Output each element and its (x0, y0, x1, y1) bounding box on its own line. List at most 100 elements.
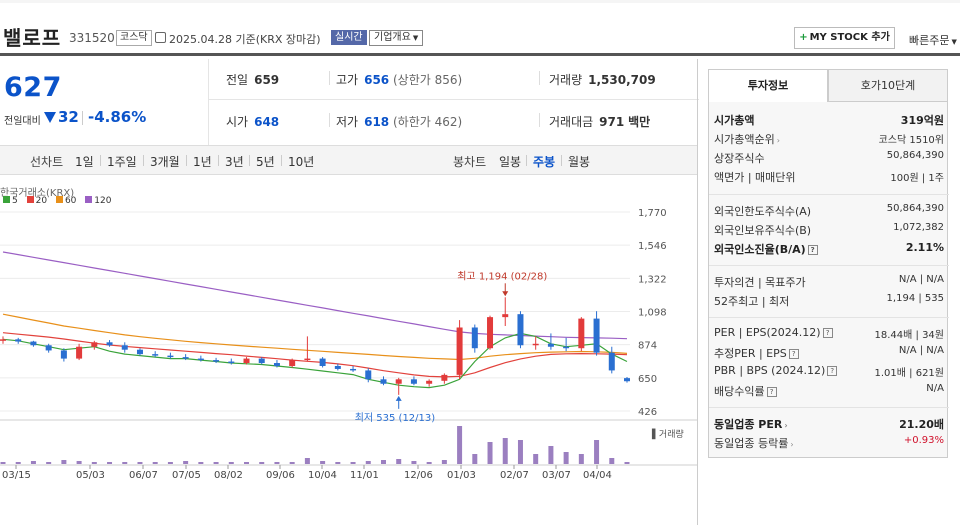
base-date: 2025.04.28 기준(KRX 장마감) (169, 33, 321, 46)
candle-body (441, 374, 448, 381)
candle-body (563, 346, 570, 349)
row-value: 50,864,390 (886, 150, 944, 161)
period-1y[interactable]: 1년 (193, 155, 212, 169)
candle-chart-label[interactable]: 봉차트 (453, 155, 487, 169)
period-10y[interactable]: 10년 (288, 155, 315, 169)
row-market-cap: 시가총액 319억원 (714, 112, 944, 130)
row-shares: 상장주식수 50,864,390 (714, 150, 944, 168)
volume-bar (137, 462, 143, 464)
candle-body (182, 357, 189, 359)
candle-body (547, 343, 554, 347)
chevron-right-icon: › (776, 136, 780, 145)
candle-body (228, 361, 235, 364)
candle-body (319, 358, 326, 366)
help-icon[interactable]: ? (807, 245, 818, 255)
volume-bar (46, 462, 52, 464)
row-value: N/A | N/A (898, 345, 944, 356)
realtime-button[interactable]: 실시간 (331, 30, 367, 45)
volume-bar (365, 461, 371, 464)
price-change: 32 (58, 108, 79, 126)
period-3m[interactable]: 3개월 (150, 155, 180, 169)
volume-bar (396, 459, 402, 464)
volume-bar (487, 442, 493, 464)
row-value: 1.01배 | 621원 (874, 368, 944, 379)
stat-prev: 전일 659 (226, 71, 279, 88)
stat-label: 전일 (226, 73, 249, 87)
candle-body (106, 342, 113, 346)
mystock-add-button[interactable]: + MY STOCK 추가 (794, 27, 895, 49)
candle-body (213, 360, 220, 362)
candle-weekly[interactable]: 주봉 (533, 155, 556, 169)
period-3y[interactable]: 3년 (225, 155, 244, 169)
volume-bar (122, 462, 128, 464)
y-tick-label: 1,322 (638, 274, 667, 285)
help-icon[interactable]: ? (827, 366, 838, 376)
stat-volume: 거래량 1,530,709 (549, 71, 656, 88)
ma-line-5 (2, 332, 628, 389)
stat-label: 거래대금 (549, 115, 594, 129)
candle-body (502, 314, 509, 318)
x-tick-label: 02/07 (500, 470, 529, 481)
candle-body (410, 379, 417, 384)
row-52week: 52주최고 | 최저 1,194 | 535 (714, 293, 944, 311)
help-icon[interactable]: ? (822, 328, 833, 338)
row-value: 코스닥 1510위 (878, 135, 944, 146)
volume-bar (228, 462, 234, 464)
line-chart-label[interactable]: 선차트 (30, 155, 64, 169)
help-icon[interactable]: ? (766, 387, 777, 397)
row-foreign-ratio: 외국인소진율(B/A)? 2.11% (714, 241, 944, 259)
chevron-down-icon: ▼ (951, 38, 957, 46)
stock-header: 밸로프 331520 코스닥 2025.04.28 기준(KRX 장마감) 실시… (0, 20, 960, 56)
row-industry-rate[interactable]: 동일업종 등락률 › +0.93% (714, 435, 944, 453)
chevron-down-icon: ▼ (412, 34, 419, 42)
content-divider (697, 59, 698, 525)
row-label-text: 추정PER | EPS (714, 347, 787, 360)
stock-name: 밸로프 (3, 26, 62, 50)
upper-limit: (상한가 856) (392, 73, 463, 87)
market-badge: 코스닥 (116, 30, 152, 46)
y-tick-label: 650 (638, 374, 657, 385)
plus-icon: + (799, 32, 808, 43)
chevron-right-icon: › (784, 421, 788, 430)
quick-order-button[interactable]: 빠른주문 ▼ (909, 32, 957, 48)
tab-investment-info[interactable]: 투자정보 (708, 69, 828, 102)
company-overview-label: 기업개요 (374, 32, 411, 43)
y-tick-label: 1,098 (638, 308, 667, 319)
divider (100, 155, 101, 166)
volume-bar (107, 462, 113, 464)
legend-swatch (26, 196, 34, 203)
volume-bar (380, 460, 386, 464)
divider (539, 71, 540, 85)
candle-monthly[interactable]: 월봉 (568, 155, 591, 169)
stat-label: 거래량 (549, 73, 583, 87)
y-tick-label: 426 (638, 407, 657, 418)
x-tick-label: 06/07 (129, 470, 158, 481)
chart-source: 한국거래소(KRX) (0, 188, 75, 199)
help-icon[interactable]: ? (788, 349, 799, 359)
candle-daily[interactable]: 일봉 (499, 155, 522, 169)
tab-orderbook[interactable]: 호가10단계 (828, 69, 948, 102)
divider (329, 113, 330, 127)
row-label: 동일업종 등락률 › (714, 435, 794, 451)
period-1d[interactable]: 1일 (75, 155, 94, 169)
period-5y[interactable]: 5년 (256, 155, 275, 169)
x-tick-label: 03/15 (2, 470, 31, 481)
stat-label: 저가 (336, 115, 359, 129)
down-triangle-icon (44, 112, 56, 123)
divider (281, 155, 282, 166)
volume-bar (30, 461, 36, 464)
candle-body (152, 354, 159, 356)
stat-value: 618 (364, 115, 390, 129)
row-foreign-limit: 외국인한도주식수(A) 50,864,390 (714, 203, 944, 221)
company-overview-button[interactable]: 기업개요 ▼ (369, 30, 424, 46)
volume-bar (167, 462, 173, 464)
panel-tabs: 투자정보 호가10단계 (708, 69, 948, 102)
candle-body (395, 379, 402, 384)
candle-body (167, 355, 174, 358)
x-tick-label: 08/02 (214, 470, 243, 481)
period-1w[interactable]: 1주일 (107, 155, 137, 169)
row-market-cap-rank[interactable]: 시가총액순위 › 코스닥 1510위 (714, 131, 944, 149)
y-tick-label: 874 (638, 341, 657, 352)
investment-panel: 투자정보 호가10단계 시가총액 319억원 시가총액순위 › 코스닥 1510위 상… (708, 69, 949, 459)
row-industry-per[interactable]: 동일업종 PER › 21.20배 (714, 416, 944, 434)
